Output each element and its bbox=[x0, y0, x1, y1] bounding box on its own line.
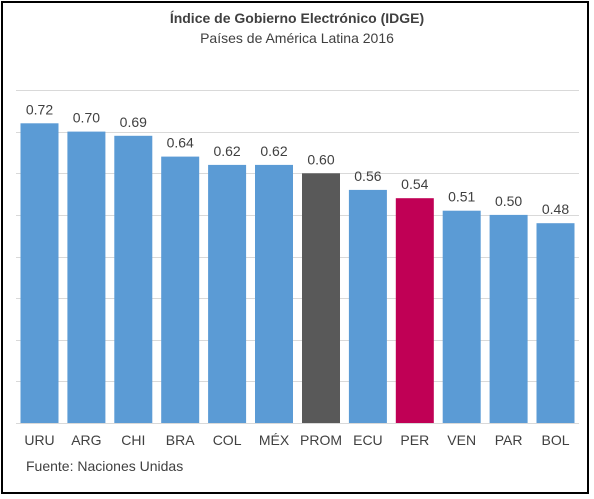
value-label-bol: 0.48 bbox=[542, 201, 569, 217]
bar-per bbox=[395, 198, 434, 423]
bar-méx bbox=[255, 164, 293, 423]
category-label-ven: VEN bbox=[447, 432, 476, 448]
category-label-par: PAR bbox=[495, 432, 523, 448]
bar-arg bbox=[67, 131, 106, 423]
value-label-méx: 0.62 bbox=[260, 143, 287, 159]
bars bbox=[20, 123, 575, 424]
bar-par bbox=[489, 214, 528, 423]
value-labels: 0.72 0.70 0.69 0.64 0.62 0.62 0.60 0.56 0.54 0.51… bbox=[26, 101, 569, 217]
category-label-prom: PROM bbox=[300, 432, 342, 448]
category-label-arg: ARG bbox=[71, 432, 101, 448]
chart-title: Índice de Gobierno Electrónico (IDGE) bbox=[169, 10, 425, 26]
bar-chi bbox=[114, 135, 153, 424]
value-label-bra: 0.64 bbox=[167, 135, 194, 151]
value-label-ven: 0.51 bbox=[448, 189, 475, 205]
category-label-bol: BOL bbox=[541, 432, 569, 448]
category-label-col: COL bbox=[213, 432, 242, 448]
value-label-col: 0.62 bbox=[213, 143, 240, 159]
category-label-méx: MÉX bbox=[259, 432, 290, 448]
chart-subtitle: Países de América Latina 2016 bbox=[200, 30, 394, 46]
gridlines bbox=[16, 90, 579, 382]
value-label-per: 0.54 bbox=[401, 176, 428, 192]
bar-bra bbox=[161, 156, 200, 423]
bar-uru bbox=[20, 123, 59, 424]
bar-bol bbox=[536, 223, 575, 423]
chart-source: Fuente: Naciones Unidas bbox=[26, 458, 184, 474]
value-label-chi: 0.69 bbox=[120, 114, 147, 130]
bar-ecu bbox=[348, 189, 387, 423]
category-label-chi: CHI bbox=[121, 432, 145, 448]
value-label-arg: 0.70 bbox=[73, 110, 100, 126]
bar-prom bbox=[302, 173, 340, 423]
category-label-per: PER bbox=[400, 432, 429, 448]
category-label-ecu: ECU bbox=[353, 432, 383, 448]
value-label-uru: 0.72 bbox=[26, 101, 53, 117]
bar-ven bbox=[442, 210, 481, 423]
value-label-par: 0.50 bbox=[495, 193, 522, 209]
value-label-ecu: 0.56 bbox=[354, 168, 381, 184]
bar-col bbox=[208, 164, 247, 423]
category-labels: URU ARG CHI BRA COL MÉX PROM ECU PER VEN PAR BOL bbox=[24, 432, 569, 448]
value-label-prom: 0.60 bbox=[307, 151, 334, 167]
category-label-uru: URU bbox=[24, 432, 54, 448]
category-label-bra: BRA bbox=[166, 432, 195, 448]
